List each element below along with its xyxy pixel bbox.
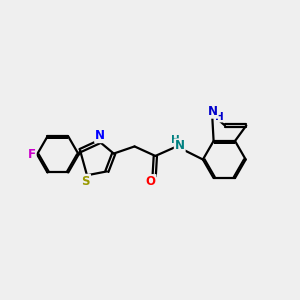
Text: N: N bbox=[208, 105, 218, 118]
Text: S: S bbox=[82, 175, 90, 188]
Text: H: H bbox=[215, 112, 224, 122]
Text: O: O bbox=[146, 175, 156, 188]
Text: H: H bbox=[171, 135, 180, 145]
Text: N: N bbox=[175, 139, 185, 152]
Text: F: F bbox=[28, 148, 36, 161]
Text: N: N bbox=[95, 129, 105, 142]
